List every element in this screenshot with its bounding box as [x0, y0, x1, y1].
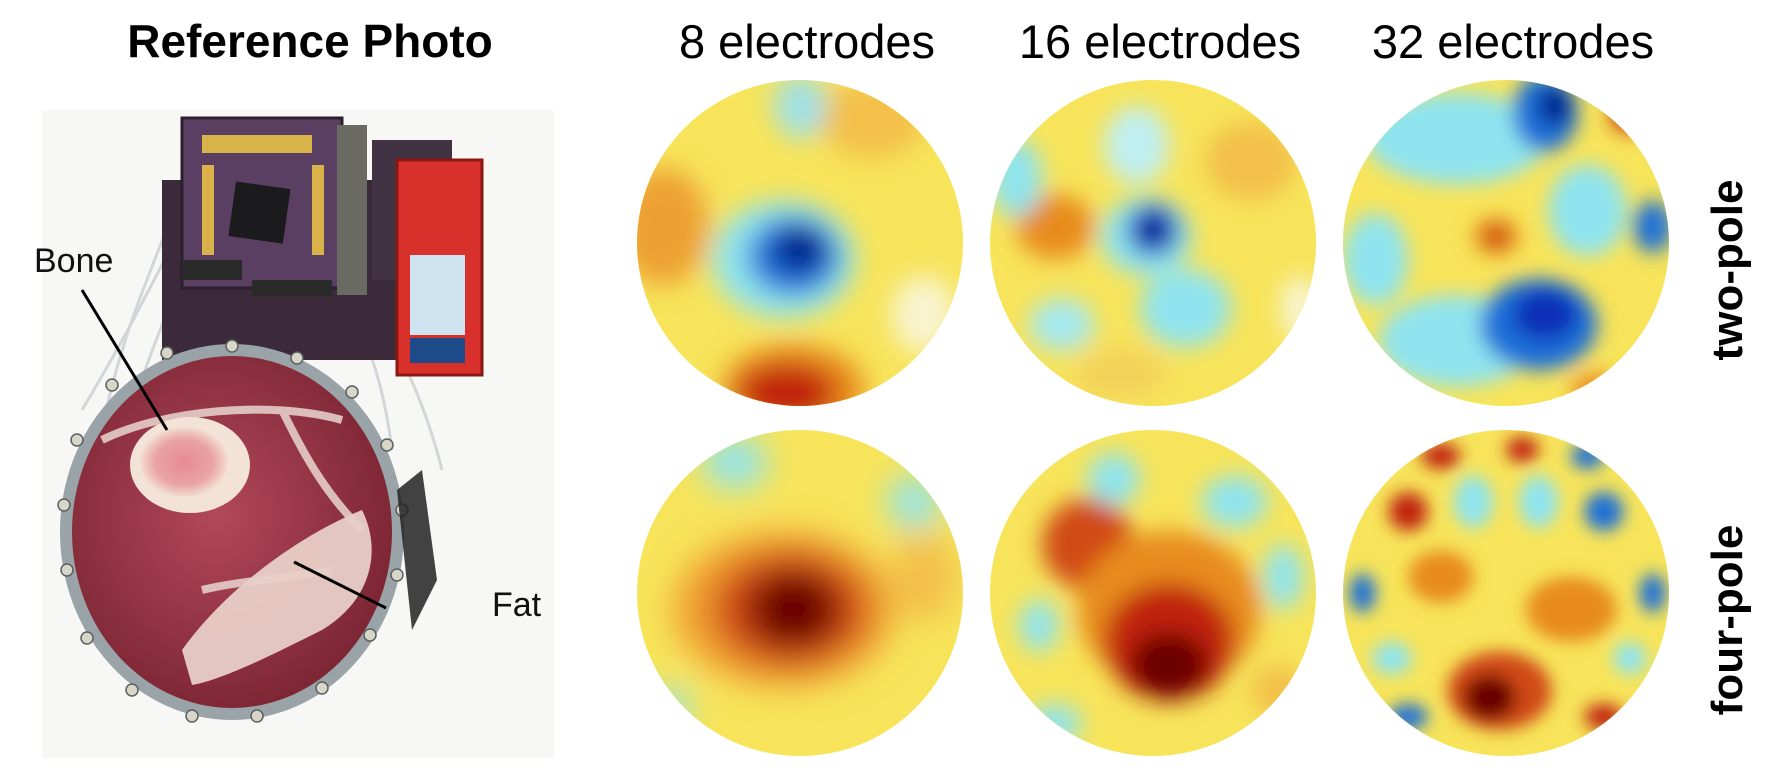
map-32-four-pole	[1343, 430, 1669, 756]
bone-label: Bone	[34, 242, 114, 280]
map-32-two-pole	[1343, 80, 1669, 406]
row-label-four-pole: four-pole	[1703, 524, 1752, 716]
reference-photo	[42, 110, 554, 758]
column-title-16: 16 electrodes	[1018, 15, 1302, 68]
column-title-8: 8 electrodes	[678, 15, 936, 68]
map-16-two-pole	[990, 80, 1316, 406]
reference-photo-title: Reference Photo	[127, 15, 493, 67]
row-label-two-pole: two-pole	[1703, 179, 1752, 361]
column-title-32: 32 electrodes	[1371, 15, 1655, 68]
fat-label: Fat	[492, 586, 542, 624]
map-8-four-pole	[637, 430, 963, 756]
map-16-four-pole	[990, 430, 1316, 756]
map-8-two-pole	[637, 80, 963, 406]
